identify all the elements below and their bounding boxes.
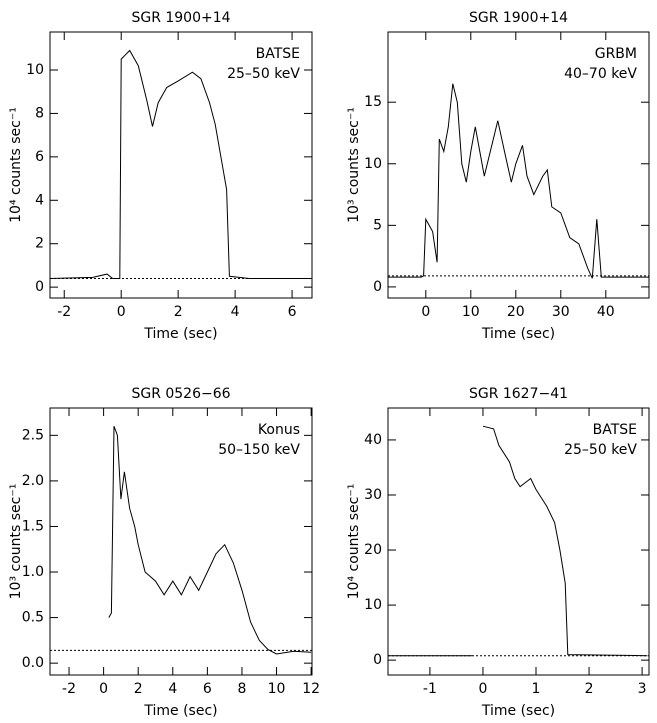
x-axis-label: Time (sec) — [143, 703, 217, 719]
x-tick-label: 4 — [168, 681, 177, 697]
plot-frame — [49, 31, 313, 299]
annotation: GRBM — [595, 46, 637, 62]
annotation: 50–150 keV — [218, 442, 300, 458]
y-tick-label: 10 — [26, 62, 44, 78]
x-axis-label: Time (sec) — [481, 326, 555, 342]
x-tick-label: 2 — [134, 681, 143, 697]
x-tick-label: 6 — [288, 304, 297, 320]
y-tick-label: 2.5 — [22, 427, 44, 443]
x-tick-label: -2 — [62, 681, 76, 697]
plot-frame — [387, 31, 650, 299]
annotation: BATSE — [256, 46, 300, 62]
x-tick-label: 0 — [99, 681, 108, 697]
x-tick-label: 4 — [231, 304, 240, 320]
y-tick-label: 2.0 — [22, 473, 44, 489]
y-axis-label: 10⁴ counts sec⁻¹ — [8, 107, 24, 223]
plot-frame — [387, 407, 650, 676]
x-tick-label: 10 — [268, 681, 286, 697]
x-tick-label: -2 — [57, 304, 71, 320]
x-tick-label: 0 — [478, 681, 487, 697]
y-tick-label: 15 — [364, 94, 382, 110]
annotation: BATSE — [593, 422, 637, 438]
x-tick-label: 2 — [174, 304, 183, 320]
y-axis-label: 10³ counts sec⁻¹ — [8, 484, 24, 600]
light-curve — [108, 426, 312, 655]
light-curve — [49, 49, 312, 279]
x-tick-label: 10 — [462, 304, 480, 320]
annotation: 40–70 keV — [564, 66, 637, 82]
x-tick-label: 0 — [117, 304, 126, 320]
y-axis-label: 10³ counts sec⁻¹ — [346, 107, 362, 223]
annotation: Konus — [258, 422, 300, 438]
y-tick-label: 0 — [373, 652, 382, 668]
y-tick-label: 40 — [364, 432, 382, 448]
x-axis-label: Time (sec) — [143, 326, 217, 342]
y-tick-label: 0.5 — [22, 610, 44, 626]
y-tick-label: 30 — [364, 487, 382, 503]
y-tick-label: 4 — [35, 192, 44, 208]
x-tick-label: -1 — [423, 681, 437, 697]
y-tick-label: 1.5 — [22, 518, 44, 534]
chart-title: SGR 1900+14 — [469, 10, 568, 26]
light-curve — [388, 83, 649, 279]
x-tick-label: 1 — [532, 681, 541, 697]
y-tick-label: 5 — [373, 217, 382, 233]
x-tick-label: 8 — [237, 681, 246, 697]
annotation: 25–50 keV — [564, 442, 637, 458]
y-tick-label: 2 — [35, 236, 44, 252]
x-axis-label: Time (sec) — [481, 703, 555, 719]
light-curve — [388, 425, 648, 657]
y-tick-label: 10 — [364, 597, 382, 613]
y-tick-label: 8 — [35, 105, 44, 121]
x-tick-label: 40 — [597, 304, 615, 320]
x-tick-label: 12 — [302, 681, 320, 697]
chart-title: SGR 1900+14 — [131, 10, 230, 26]
x-tick-label: 3 — [638, 681, 647, 697]
x-tick-label: 6 — [203, 681, 212, 697]
y-tick-label: 0 — [35, 279, 44, 295]
x-tick-label: 2 — [585, 681, 594, 697]
y-tick-label: 0 — [373, 279, 382, 295]
y-tick-label: 20 — [364, 542, 382, 558]
x-tick-label: 30 — [552, 304, 570, 320]
x-tick-label: 0 — [421, 304, 430, 320]
y-tick-label: 0.0 — [22, 655, 44, 671]
chart-title: SGR 1627−41 — [469, 386, 568, 402]
chart-title: SGR 0526−66 — [131, 386, 230, 402]
y-tick-label: 1.0 — [22, 564, 44, 580]
y-tick-label: 6 — [35, 149, 44, 165]
plot-frame — [49, 407, 313, 676]
y-axis-label: 10⁴ counts sec⁻¹ — [346, 484, 362, 600]
x-tick-label: 20 — [507, 304, 525, 320]
annotation: 25–50 keV — [227, 66, 300, 82]
y-tick-label: 10 — [364, 156, 382, 172]
